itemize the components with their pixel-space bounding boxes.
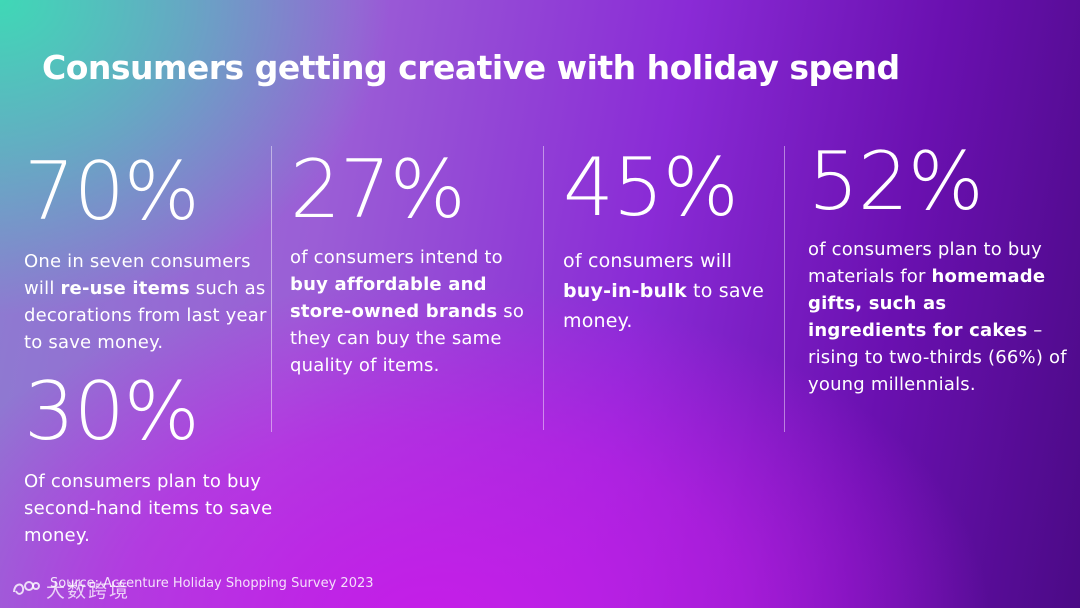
stat-text: of consumers will [563,250,733,272]
stat-description: of consumers plan to buy materials for h… [808,236,1070,398]
stat-block-27: 27% of consumers intend to buy affordabl… [290,150,526,379]
stat-value: 30% [24,365,200,458]
stat-text: Of consumers plan to buy second-hand ite… [24,471,273,546]
stat-block-30: 30% Of consumers plan to buy second-hand… [24,372,282,549]
stat-text: One in seven consumers will [24,251,251,299]
stat-text: to save money. [563,280,765,332]
stat-value: 52% [808,135,984,228]
stat-text: – rising to two-thirds (66%) of young mi… [808,320,1067,395]
stat-highlight: buy-in-bulk [563,280,687,302]
stat-highlight: re-use items [60,278,190,299]
stat-value: 27% [290,143,466,236]
column-divider [543,146,544,430]
stat-block-70: 70% One in seven consumers will re-use i… [24,152,270,356]
stat-description: One in seven consumers will re-use items… [24,248,270,356]
stat-text: so they can buy the same quality of item… [290,301,525,376]
stat-description: Of consumers plan to buy second-hand ite… [24,468,282,549]
stat-text: such as decorations from last year to sa… [24,278,267,353]
stat-text: of consumers intend to [290,247,503,268]
stat-block-45: 45% of consumers will buy-in-bulk to sav… [563,148,768,336]
watermark-text: 大数跨境 [46,579,131,602]
stat-block-52: 52% of consumers plan to buy materials f… [808,142,1070,398]
stat-description: of consumers intend to buy affordable an… [290,244,526,379]
column-divider [271,146,272,432]
logo-mark-icon [10,578,40,600]
stat-highlight: buy affordable and store-owned brands [290,274,498,322]
column-divider [784,146,785,432]
page-title: Consumers getting creative with holiday … [42,48,900,87]
source-caption: Source: Accenture Holiday Shopping Surve… [50,576,374,591]
watermark: 大数跨境 [10,576,130,602]
stat-description: of consumers will buy-in-bulk to save mo… [563,246,768,336]
stat-value: 70% [24,145,200,238]
stat-text: of consumers plan to buy materials for [808,239,1042,287]
stat-value: 45% [563,141,739,234]
stat-highlight: homemade gifts, such as ingredients for … [808,266,1046,341]
